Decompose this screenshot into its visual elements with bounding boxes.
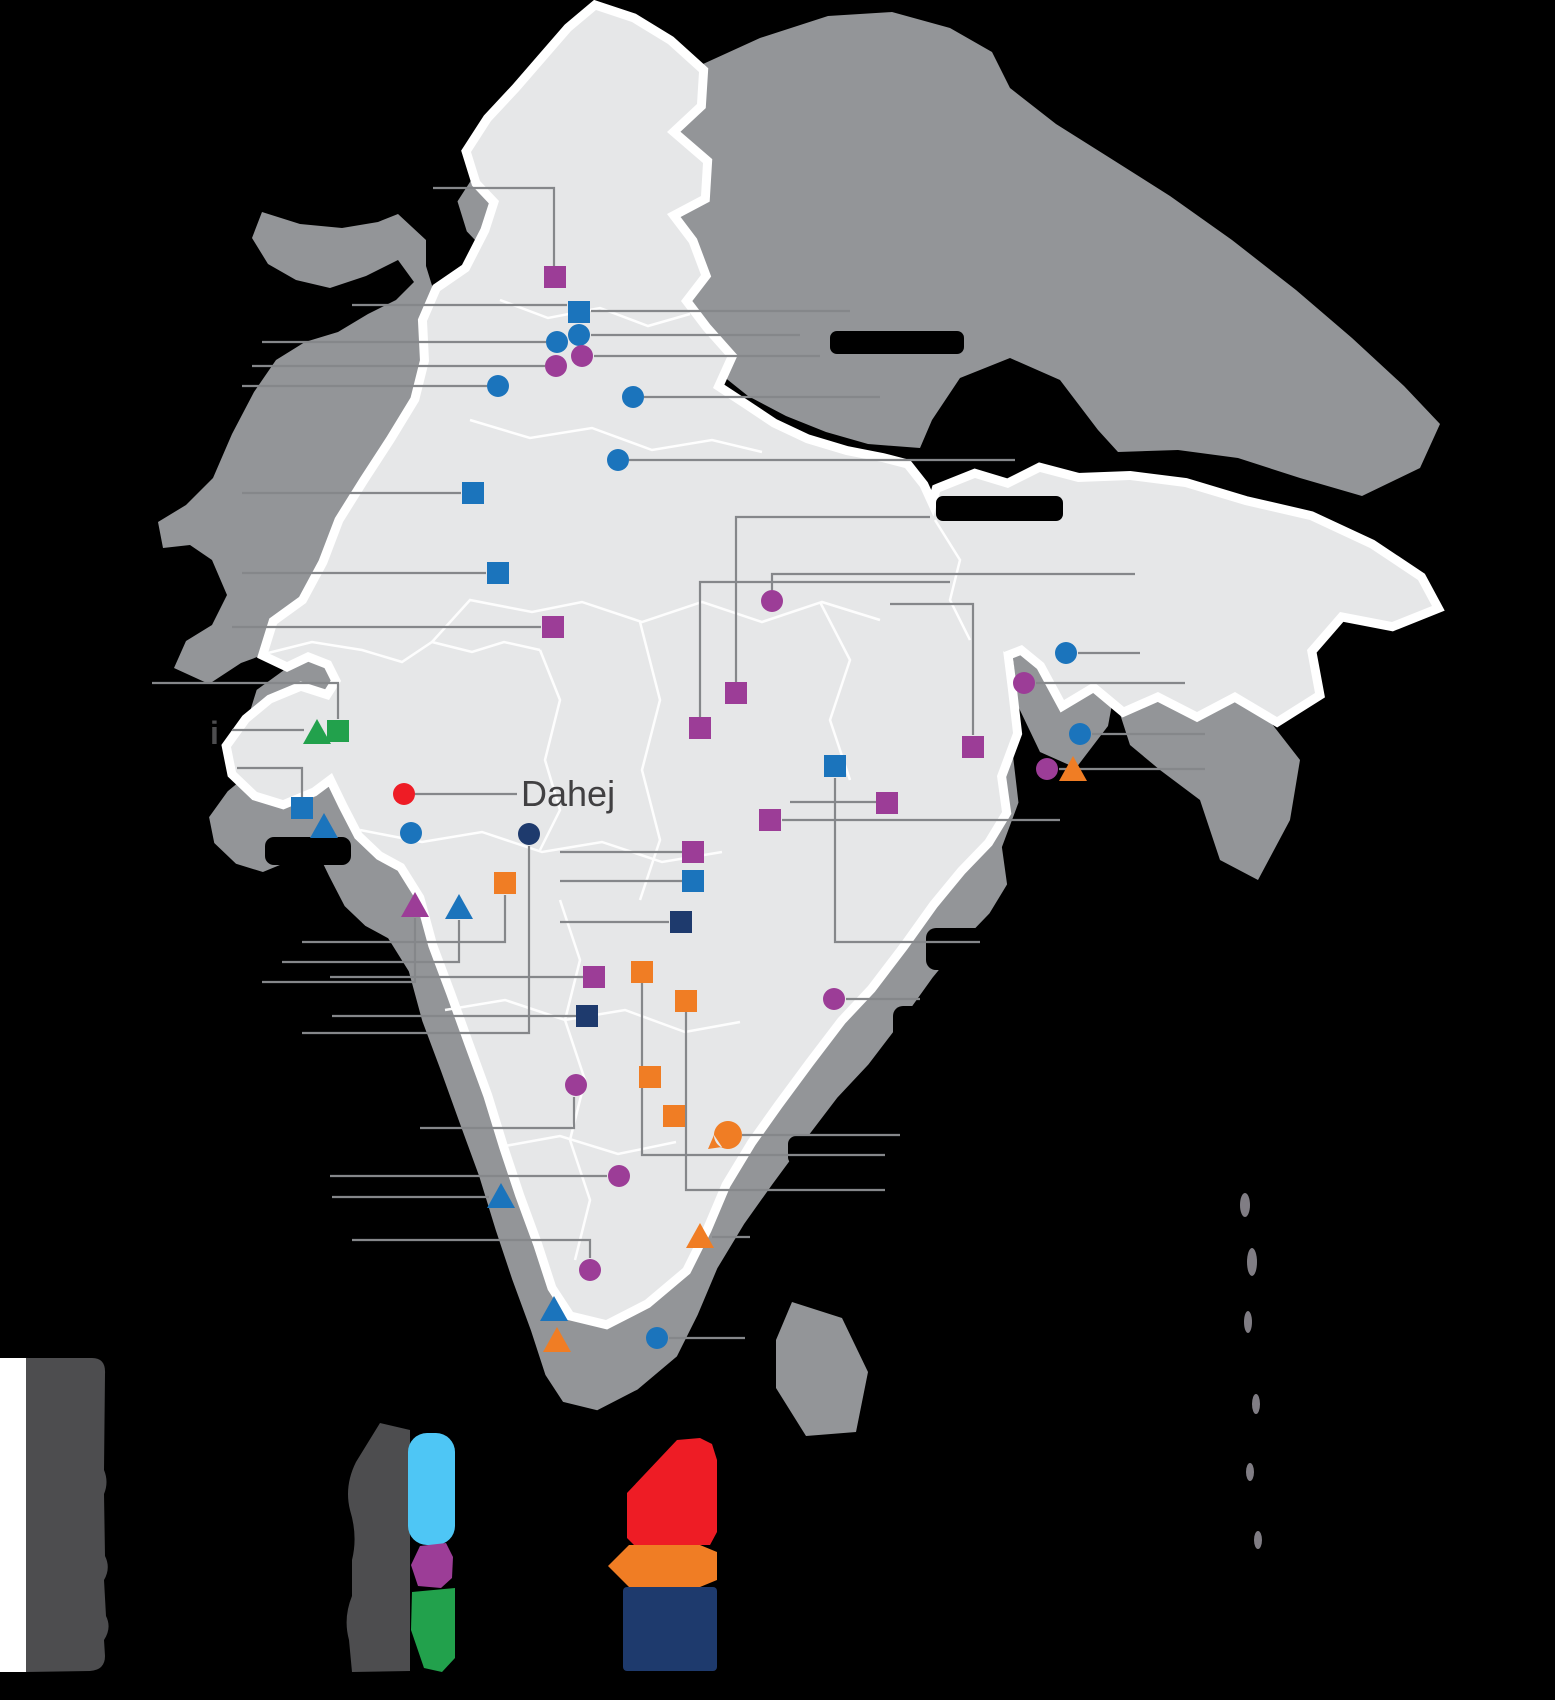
marker-square-purple: [689, 717, 711, 739]
marker-square-purple: [725, 682, 747, 704]
marker-square-orange: [663, 1105, 685, 1127]
india-country-shape: [221, 0, 1445, 1330]
marker-square-navy: [576, 1005, 598, 1027]
leader-line: [734, 515, 930, 682]
marker-circle-blue: [607, 449, 629, 471]
marker-triangle-green: [303, 719, 331, 744]
marker-square-purple: [542, 616, 564, 638]
marker-square-blue: [291, 797, 313, 819]
marker-square-blue: [682, 870, 704, 892]
legend-swatch-wedge: [411, 1588, 455, 1672]
charcoal-block: [26, 1358, 109, 1672]
marker-square-orange: [675, 990, 697, 1012]
legend-swatch-capsule: [408, 1433, 455, 1545]
marker-square-blue: [462, 482, 484, 504]
leader-line: [684, 1012, 885, 1192]
leader-line: [698, 580, 950, 717]
marker-circle-red: [393, 783, 415, 805]
leader-line: [420, 1097, 576, 1130]
leader-line: [302, 895, 507, 944]
leader-line: [302, 846, 531, 1035]
legend-swatch-red: [627, 1438, 717, 1545]
andaman-islands: [1240, 1193, 1262, 1549]
leader-lines: [152, 186, 1205, 1340]
country-myanmar: [1120, 700, 1300, 880]
marker-square-green: [327, 720, 349, 742]
marker-circle-purple: [1036, 758, 1058, 780]
marker-triangle-orange: [543, 1327, 571, 1352]
marker-square-orange: [494, 872, 516, 894]
country-china: [667, 12, 1440, 496]
marker-square-navy: [670, 911, 692, 933]
marker-circle-blue: [546, 331, 568, 353]
marker-circle-purple: [823, 988, 845, 1010]
leader-line: [640, 983, 885, 1157]
marker-triangle-purple: [401, 892, 429, 917]
leader-line: [770, 572, 1135, 590]
marker-pin-orange: [708, 1121, 742, 1149]
neighbor-countries: [158, 12, 1440, 1436]
label-stray-i: i: [210, 715, 219, 751]
marker-circle-purple: [579, 1259, 601, 1281]
legend-swatch-orange: [608, 1545, 717, 1587]
country-sri-lanka: [776, 1302, 868, 1436]
marker-triangle-blue: [487, 1183, 515, 1208]
marker-circle-purple: [545, 355, 567, 377]
marker-square-blue: [487, 562, 509, 584]
leader-line: [152, 681, 340, 719]
marker-circle-blue: [568, 324, 590, 346]
white-edge-strip: [0, 1358, 26, 1672]
legend-swatch-navy: [623, 1587, 717, 1671]
legend-swatch-hexagon: [411, 1543, 453, 1588]
marker-circle-blue: [1055, 642, 1077, 664]
marker-square-orange: [631, 961, 653, 983]
leader-line: [282, 920, 461, 964]
marker-square-purple: [759, 809, 781, 831]
charcoal-wave: [346, 1423, 410, 1672]
leader-line: [352, 1238, 592, 1258]
marker-circle-blue: [622, 386, 644, 408]
marker-square-purple: [583, 966, 605, 988]
marker-circle-blue: [487, 375, 509, 397]
legend-left-group: [346, 1423, 455, 1672]
marker-square-purple: [962, 736, 984, 758]
marker-square-purple: [682, 841, 704, 863]
leader-line: [262, 918, 417, 984]
marker-square-purple: [544, 266, 566, 288]
marker-square-orange: [639, 1066, 661, 1088]
marker-triangle-blue: [310, 813, 338, 838]
leader-line: [433, 186, 556, 266]
marker-circle-purple: [761, 590, 783, 612]
marker-triangle-orange: [686, 1223, 714, 1248]
marker-circle-blue: [1069, 723, 1091, 745]
leader-line: [833, 778, 980, 944]
illegible-label-blobs: [265, 331, 1063, 1287]
leader-line: [890, 602, 975, 735]
leader-line: [237, 766, 304, 797]
marker-circle-purple: [565, 1074, 587, 1096]
bottom-left-graphic: [0, 1358, 109, 1672]
marker-square-purple: [876, 792, 898, 814]
legend-right-group: [608, 1438, 717, 1671]
marker-square-blue: [568, 301, 590, 323]
marker-triangle-blue: [445, 894, 473, 919]
marker-circle-purple: [1013, 672, 1035, 694]
marker-square-blue: [824, 755, 846, 777]
marker-triangle-orange: [1059, 756, 1087, 781]
marker-circle-navy: [518, 823, 540, 845]
marker-circle-blue: [400, 822, 422, 844]
label-dahej: Dahej: [521, 773, 615, 814]
location-markers: [291, 266, 1091, 1352]
marker-triangle-blue: [540, 1296, 568, 1321]
marker-circle-purple: [608, 1165, 630, 1187]
marker-circle-purple: [571, 345, 593, 367]
marker-circle-blue: [646, 1327, 668, 1349]
country-pakistan: [158, 212, 434, 684]
